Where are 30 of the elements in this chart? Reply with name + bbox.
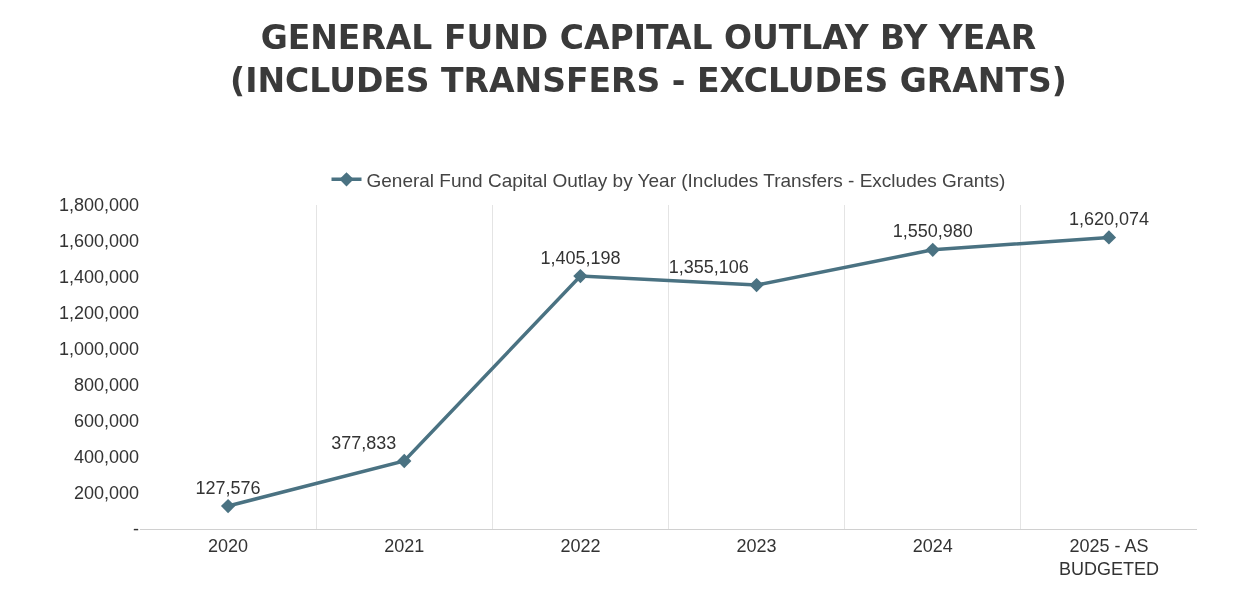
point [220,498,236,514]
point [1101,230,1117,245]
x-tick-label: 2021 [384,535,425,556]
y-tick-label: 1,400,000 [58,267,139,288]
y-tick-label: 800,000 [73,375,139,396]
y-tick-label: 600,000 [73,411,139,432]
x-tick-label: 2022 [560,535,601,556]
y-tick-label: 1,000,000 [58,339,139,360]
data-label: 377,833 [331,432,397,453]
x-tick-label: 2025 - AS BUDGETED [1058,535,1159,579]
y-tick-label: 1,200,000 [58,303,139,324]
point [573,268,588,284]
x-tick-label: 2024 [912,535,953,556]
y-tick-label: 200,000 [73,483,139,504]
point [749,277,764,293]
data-label: 127,576 [195,477,261,498]
data-label: 1,355,106 [668,256,749,277]
x-tick-label: 2020 [208,535,249,556]
data-label: 1,620,074 [1068,209,1149,230]
y-tick-label: - [133,519,139,540]
chart-title: GENERAL FUND CAPITAL OUTLAY BY YEAR (INCLUDES TRANSFERS - EXCLUDES GRANTS) [230,17,1067,100]
y-tick-label: 400,000 [73,447,139,468]
point [925,242,940,257]
x-tick-label: 2023 [736,535,777,556]
data-label: 1,405,198 [540,247,621,268]
data-label: 1,550,980 [892,221,973,242]
y-tick-label: 1,600,000 [58,231,139,252]
y-tick-label: 1,800,000 [58,195,139,216]
point [397,453,412,469]
legend-label: General Fund Capital Outlay by Year (Includes Transfers - Excludes Grants) [366,169,1006,191]
